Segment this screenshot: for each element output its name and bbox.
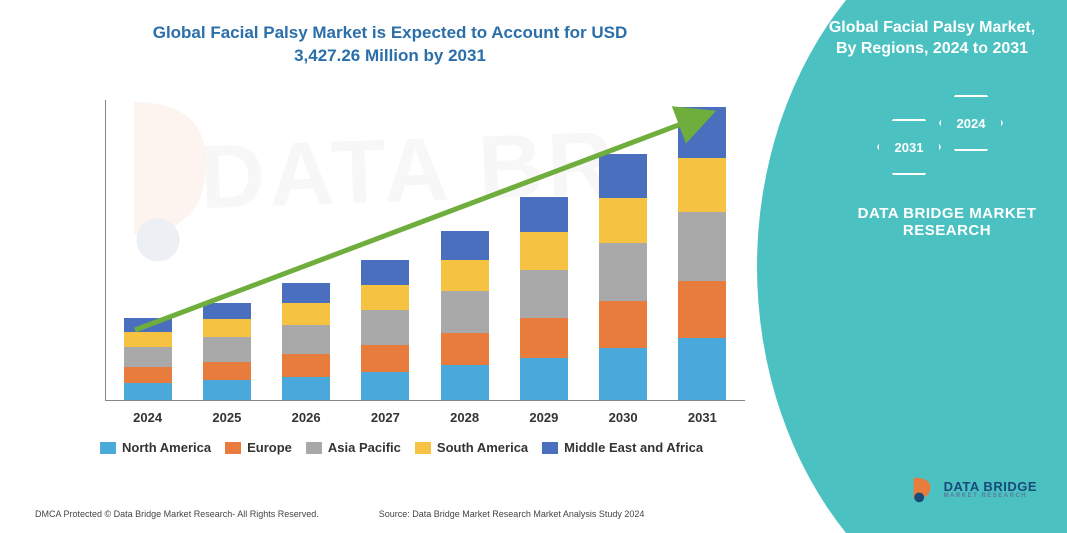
segment-asia-pacific [124, 347, 172, 368]
legend-label: Middle East and Africa [564, 440, 703, 455]
segment-middle-east-and-africa [599, 154, 647, 197]
x-axis [105, 400, 745, 401]
legend-item-asia-pacific: Asia Pacific [306, 440, 401, 455]
chart-title: Global Facial Palsy Market is Expected t… [0, 0, 780, 68]
legend-label: Europe [247, 440, 292, 455]
segment-middle-east-and-africa [361, 260, 409, 284]
segment-asia-pacific [520, 270, 568, 319]
segment-south-america [361, 285, 409, 310]
segment-europe [678, 281, 726, 338]
legend: North America Europe Asia Pacific South Ame… [100, 440, 750, 455]
segment-middle-east-and-africa [124, 318, 172, 332]
segment-north-america [678, 338, 726, 400]
xlabel-2030: 2030 [599, 410, 648, 425]
legend-swatch [225, 442, 241, 454]
hex-2024: 2024 [939, 95, 1003, 151]
x-labels: 2024 2025 2026 2027 2028 2029 2030 2031 [105, 410, 745, 425]
segment-asia-pacific [441, 291, 489, 332]
bar-2026 [282, 283, 331, 400]
bar-2027 [361, 260, 410, 400]
xlabel-2028: 2028 [440, 410, 489, 425]
legend-swatch [542, 442, 558, 454]
legend-item-north-america: North America [100, 440, 211, 455]
xlabel-2024: 2024 [123, 410, 172, 425]
segment-middle-east-and-africa [441, 231, 489, 260]
bar-2024 [123, 318, 172, 401]
bar-2028 [440, 231, 489, 400]
segment-north-america [441, 365, 489, 400]
logo-line2: MARKET RESEARCH [944, 493, 1037, 499]
bar-2025 [202, 303, 251, 401]
legend-swatch [100, 442, 116, 454]
segment-asia-pacific [282, 325, 330, 354]
bar-2029 [519, 197, 568, 400]
segment-middle-east-and-africa [203, 303, 251, 320]
legend-label: South America [437, 440, 528, 455]
segment-europe [203, 362, 251, 381]
hex-2031: 2031 [877, 119, 941, 175]
brand-logo: DATA BRIDGE MARKET RESEARCH [908, 475, 1037, 503]
chart-area: 20242025202620272028202920302031 [105, 100, 745, 410]
legend-swatch [415, 442, 431, 454]
segment-north-america [203, 380, 251, 400]
segment-north-america [282, 377, 330, 400]
legend-swatch [306, 442, 322, 454]
main-panel: Global Facial Palsy Market is Expected t… [0, 0, 780, 533]
legend-label: North America [122, 440, 211, 455]
hex-group: 2031 2024 [877, 95, 1037, 185]
legend-item-europe: Europe [225, 440, 292, 455]
segment-europe [599, 301, 647, 349]
segment-south-america [599, 198, 647, 243]
logo-icon [908, 475, 936, 503]
segment-middle-east-and-africa [520, 197, 568, 233]
segment-south-america [282, 303, 330, 325]
xlabel-2027: 2027 [361, 410, 410, 425]
segment-asia-pacific [203, 337, 251, 361]
segment-north-america [599, 348, 647, 400]
legend-item-south-america: South America [415, 440, 528, 455]
segment-asia-pacific [678, 212, 726, 281]
segment-europe [441, 333, 489, 366]
bars-container [105, 100, 745, 400]
segment-south-america [441, 260, 489, 291]
segment-europe [282, 354, 330, 377]
segment-asia-pacific [599, 243, 647, 301]
segment-middle-east-and-africa [282, 283, 330, 304]
segment-north-america [361, 372, 409, 400]
footer-copyright: DMCA Protected © Data Bridge Market Rese… [35, 509, 319, 519]
bar-2031 [678, 107, 727, 400]
segment-europe [520, 318, 568, 357]
footer: DMCA Protected © Data Bridge Market Rese… [35, 509, 644, 519]
xlabel-2026: 2026 [282, 410, 331, 425]
segment-north-america [520, 358, 568, 400]
side-brand: DATA BRIDGE MARKET RESEARCH [847, 205, 1047, 239]
segment-south-america [203, 319, 251, 337]
segment-europe [361, 345, 409, 372]
segment-middle-east-and-africa [678, 107, 726, 159]
legend-item-middle-east-and-africa: Middle East and Africa [542, 440, 703, 455]
bar-2030 [599, 154, 648, 400]
segment-europe [124, 367, 172, 383]
side-title: Global Facial Palsy Market, By Regions, … [817, 18, 1047, 60]
xlabel-2025: 2025 [202, 410, 251, 425]
side-panel: Global Facial Palsy Market, By Regions, … [757, 0, 1067, 533]
segment-north-america [124, 383, 172, 400]
xlabel-2029: 2029 [519, 410, 568, 425]
segment-asia-pacific [361, 310, 409, 345]
segment-south-america [520, 232, 568, 270]
xlabel-2031: 2031 [678, 410, 727, 425]
segment-south-america [678, 158, 726, 211]
segment-south-america [124, 332, 172, 347]
legend-label: Asia Pacific [328, 440, 401, 455]
logo-line1: DATA BRIDGE [944, 480, 1037, 493]
footer-source: Source: Data Bridge Market Research Mark… [379, 509, 645, 519]
